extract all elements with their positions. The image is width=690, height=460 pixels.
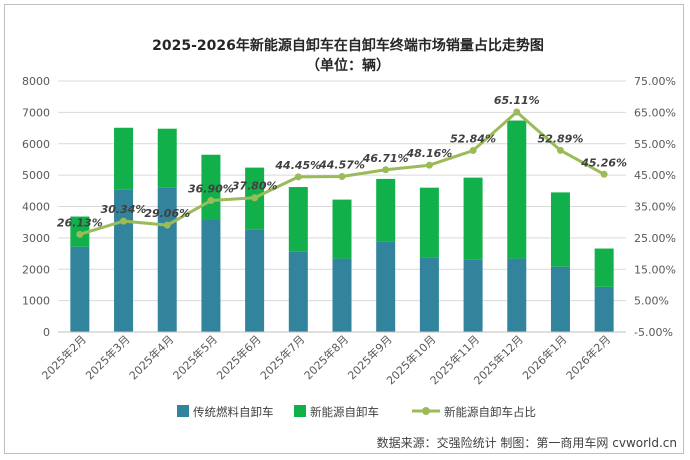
x-axis: 2025年2月2025年3月2025年4月2025年5月2025年6月2025年… [39, 331, 626, 387]
share-data-label: 52.89% [538, 132, 584, 145]
bar-nev [507, 120, 527, 259]
x-tick-label: 2025年2月 [39, 332, 89, 382]
bar-traditional [114, 189, 134, 332]
bar-traditional [463, 259, 483, 332]
bar-nev [114, 127, 134, 190]
share-data-label: 36.90% [188, 183, 234, 196]
bar-nev [376, 178, 396, 242]
share-line [76, 108, 608, 238]
y-tick-label: 0 [43, 326, 50, 339]
y-axis-left: 0 1000 2000 3000 4000 5000 6000 7000 8000 [22, 75, 50, 339]
y2-tick-label: 75.00% [634, 75, 676, 88]
share-data-label: 46.71% [362, 152, 409, 165]
x-tick-label: 2025年3月 [82, 332, 132, 382]
chart-title: 2025-2026年新能源自卸车在自卸车终端市场销量占比走势图 [152, 37, 544, 54]
share-point [120, 217, 128, 225]
chart-subtitle: （单位：辆） [306, 57, 390, 74]
legend-label-traditional: 传统燃料自卸车 [193, 405, 274, 419]
share-data-label: 45.26% [580, 156, 627, 169]
bar-nev [419, 187, 439, 258]
share-point [425, 161, 433, 169]
share-point [207, 197, 215, 205]
bar-traditional [332, 258, 352, 332]
y2-tick-label: 65.00% [634, 106, 676, 119]
bar-nev [463, 177, 483, 260]
data-labels: 26.13%30.34%29.06% 36.90%37.80% 44.45%44.5… [57, 94, 627, 229]
source-note: 数据来源：交强险统计 制图：第一商用车网 cvworld.cn [377, 435, 677, 450]
legend-swatch-nev [294, 405, 306, 417]
y2-tick-label: 15.00% [634, 263, 676, 276]
share-data-label: 37.80% [232, 180, 278, 193]
y-tick-label: 3000 [22, 232, 50, 245]
bar-nev [157, 128, 177, 188]
y-tick-label: 4000 [22, 201, 50, 214]
x-tick-label: 2026年2月 [563, 332, 613, 382]
y-tick-label: 2000 [22, 263, 50, 276]
share-point [600, 170, 608, 178]
legend: 传统燃料自卸车 新能源自卸车 新能源自卸车占比 [177, 405, 536, 419]
bar-traditional [245, 229, 265, 332]
y-axis-right: -5.00% 5.00% 15.00% 25.00% 35.00% 45.00% 55.00… [634, 75, 676, 339]
share-data-label: 30.34% [101, 203, 147, 216]
y-tick-label: 7000 [22, 106, 50, 119]
y2-tick-label: 5.00% [634, 295, 669, 308]
share-point [469, 147, 477, 155]
y2-tick-label: 45.00% [634, 169, 676, 182]
bar-nev [550, 192, 570, 267]
bar-traditional [201, 219, 221, 332]
bar-nev [594, 248, 614, 287]
share-point [513, 108, 521, 116]
x-tick-label: 2025年5月 [170, 332, 220, 382]
x-tick-label: 2025年7月 [257, 332, 307, 382]
share-point [338, 172, 346, 180]
share-point [294, 173, 302, 181]
bar-traditional [550, 266, 570, 332]
share-data-label: 48.16% [405, 147, 452, 160]
bars [70, 120, 614, 332]
share-data-label: 26.13% [57, 216, 103, 229]
share-data-label: 44.57% [318, 158, 365, 171]
share-point [382, 166, 390, 174]
share-data-label: 65.11% [494, 94, 540, 107]
y2-tick-label: -5.00% [634, 326, 673, 339]
x-tick-label: 2025年8月 [301, 332, 351, 382]
bar-traditional [288, 251, 308, 332]
bar-nev [288, 187, 308, 252]
x-tick-label: 2025年6月 [214, 332, 264, 382]
legend-marker-share [422, 407, 430, 415]
legend-swatch-traditional [177, 405, 189, 417]
bar-traditional [507, 258, 527, 332]
y2-tick-label: 55.00% [634, 138, 676, 151]
bar-nev [332, 199, 352, 259]
legend-label-nev: 新能源自卸车 [310, 405, 379, 419]
x-tick-label: 2026年1月 [519, 332, 569, 382]
y2-tick-label: 35.00% [634, 201, 676, 214]
bar-traditional [594, 286, 614, 332]
bar-traditional [419, 257, 439, 332]
share-point [76, 230, 84, 238]
share-data-label: 44.45% [274, 159, 321, 172]
x-tick-label: 2025年4月 [126, 332, 176, 382]
y2-tick-label: 25.00% [634, 232, 676, 245]
y-tick-label: 5000 [22, 169, 50, 182]
y-tick-label: 1000 [22, 295, 50, 308]
legend-label-share: 新能源自卸车占比 [444, 405, 536, 419]
bar-traditional [70, 246, 90, 332]
y-tick-label: 8000 [22, 75, 50, 88]
share-data-label: 52.84% [450, 133, 496, 146]
share-point [251, 194, 259, 202]
share-point [556, 146, 564, 154]
bar-traditional [376, 241, 396, 332]
share-point [163, 221, 171, 229]
share-data-label: 29.06% [144, 207, 190, 220]
y-tick-label: 6000 [22, 138, 50, 151]
